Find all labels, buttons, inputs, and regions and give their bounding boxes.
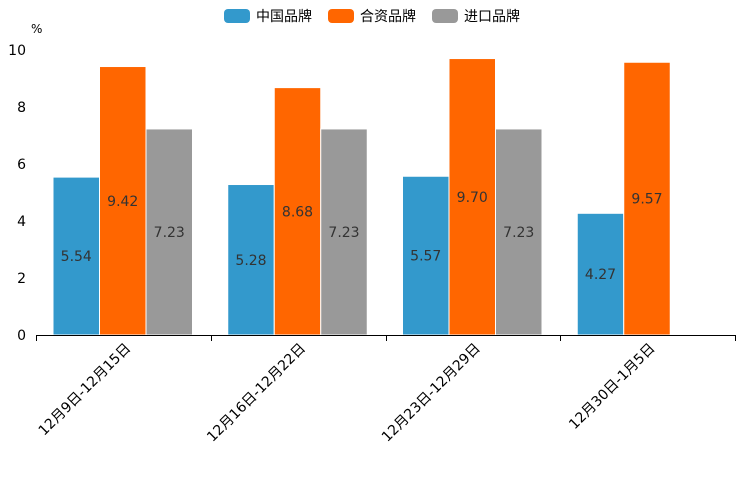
data-label: 7.23 (503, 225, 534, 241)
bar (402, 175, 450, 336)
legend-swatch (328, 9, 354, 23)
x-category-label: 12月16日-12月22日 (204, 341, 309, 446)
legend-swatch (432, 9, 458, 23)
bar (273, 87, 322, 336)
data-label: 7.23 (328, 225, 359, 241)
x-category-label: 12月23日-12月29日 (379, 341, 484, 446)
legend-label: 进口品牌 (464, 8, 520, 25)
data-label: 9.57 (631, 192, 662, 208)
data-label: 7.23 (154, 225, 185, 241)
bar (227, 184, 275, 336)
bar (495, 128, 543, 336)
x-axis: 12月9日-12月15日 12月16日-12月22日 12月23日-12月29日 12… (36, 335, 736, 445)
legend: 中国品牌 合资品牌 进口品牌 (224, 8, 520, 25)
data-label: 9.70 (457, 190, 488, 206)
y-axis-unit-label: % (31, 22, 42, 36)
y-tick-label: 4 (17, 214, 26, 230)
data-label: 5.28 (235, 253, 266, 269)
bar (320, 128, 368, 336)
y-tick-label: 0 (17, 328, 26, 344)
legend-label: 中国品牌 (256, 8, 312, 25)
data-label: 5.54 (61, 249, 92, 265)
data-label: 5.57 (410, 249, 441, 265)
y-tick-label: 8 (17, 100, 26, 116)
y-tick-label: 10 (8, 43, 26, 59)
data-label: 9.42 (107, 194, 138, 210)
y-tick-label: 6 (17, 157, 26, 173)
data-label: 8.68 (282, 204, 313, 220)
plot-area: 5.54 5.28 5.57 4.27 9.42 8.68 9.70 9.57 7.23 7.23… (52, 58, 671, 336)
y-tick-label: 2 (17, 271, 26, 287)
bar (623, 61, 671, 336)
legend-swatch (224, 9, 250, 23)
y-axis: 0 2 4 6 8 10 (8, 43, 26, 344)
x-category-label: 12月9日-12月15日 (36, 341, 135, 440)
x-category-label: 12月30日-1月5日 (566, 341, 658, 433)
legend-label: 合资品牌 (360, 8, 416, 25)
bar (99, 66, 147, 336)
bar (52, 176, 100, 336)
bar (576, 212, 625, 336)
data-label: 4.27 (585, 267, 616, 283)
